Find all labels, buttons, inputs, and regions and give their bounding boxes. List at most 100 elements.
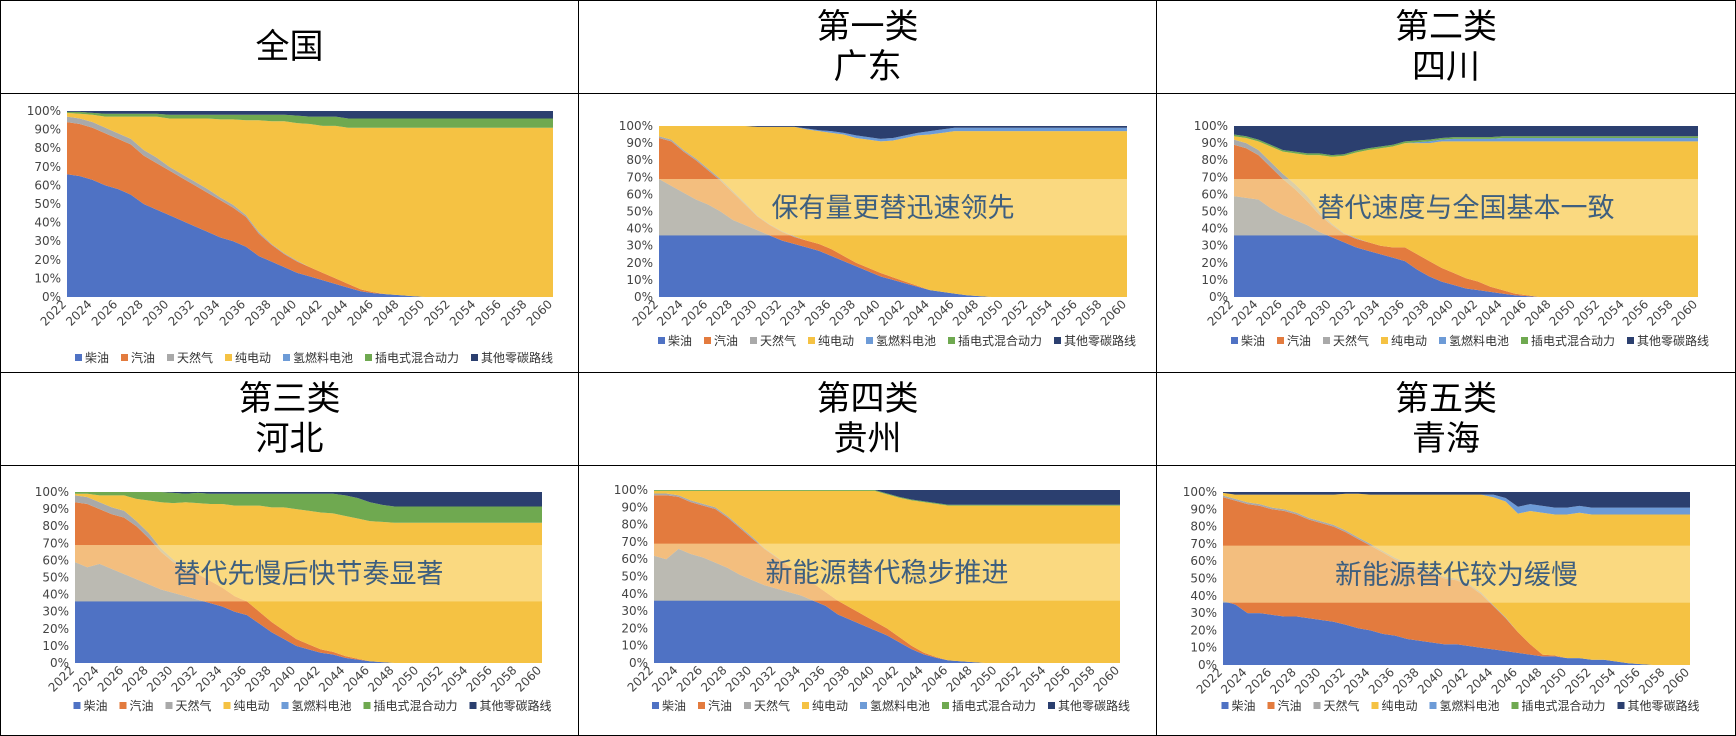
x-tick-label: 2024 xyxy=(1229,297,1260,328)
y-tick-label: 0% xyxy=(634,290,653,304)
y-tick-label: 50% xyxy=(1190,572,1217,586)
legend-label: 柴油 xyxy=(662,699,686,713)
legend-swatch xyxy=(365,354,372,361)
area-插电式混合动力 xyxy=(75,492,542,523)
x-tick-label: 2028 xyxy=(704,297,735,328)
legend-swatch xyxy=(808,337,815,344)
x-tick-label: 2054 xyxy=(439,663,470,694)
legend-swatch xyxy=(225,354,232,361)
legend-swatch xyxy=(942,702,949,709)
legend-label: 氢燃料电池 xyxy=(293,350,353,365)
legend-item: 氢燃料电池 xyxy=(866,333,936,348)
legend-item: 纯电动 xyxy=(1381,334,1427,348)
y-tick-label: 30% xyxy=(626,239,653,253)
x-tick-label: 2052 xyxy=(999,297,1030,328)
x-tick-label: 2036 xyxy=(1366,665,1397,696)
y-tick-label: 90% xyxy=(1190,502,1217,516)
x-tick-label: 2060 xyxy=(513,663,544,694)
legend-label: 纯电动 xyxy=(812,699,848,713)
x-tick-label: 2026 xyxy=(89,297,120,328)
legend-label: 汽油 xyxy=(714,333,738,348)
legend-swatch xyxy=(1429,702,1437,709)
x-tick-label: 2056 xyxy=(1048,297,1079,328)
header-1-line-1: 广东 xyxy=(833,47,902,87)
x-tick-label: 2030 xyxy=(140,297,171,328)
x-tick-label: 2032 xyxy=(169,663,200,694)
area-柴油 xyxy=(67,174,553,297)
y-tick-label: 50% xyxy=(626,205,653,219)
x-tick-label: 2034 xyxy=(191,297,222,328)
x-tick-label: 2050 xyxy=(396,297,427,328)
y-tick-label: 40% xyxy=(42,588,69,602)
annotation-band xyxy=(1234,179,1698,236)
x-tick-label: 2038 xyxy=(1400,297,1431,328)
y-tick-label: 60% xyxy=(42,553,69,567)
x-tick-label: 2024 xyxy=(70,663,101,694)
chart-svg-2: 0% 10% 20% 30% 40% 50% 60% 70% 80% 90% 100% 替代速度与全国… xyxy=(1194,119,1709,348)
legend-item: 纯电动 xyxy=(802,699,848,713)
x-tick-label: 2032 xyxy=(1317,665,1348,696)
legend-item: 天然气 xyxy=(165,698,212,713)
x-tick-label: 2058 xyxy=(498,297,529,328)
header-3: 第三类 河北 xyxy=(0,372,579,466)
chart-panel-1: 0% 10% 20% 30% 40% 50% 60% 70% 80% 90% 100% 保有量更替迅速… xyxy=(578,93,1157,373)
legend-label: 天然气 xyxy=(177,350,213,365)
x-tick-label: 2040 xyxy=(845,663,876,694)
header-2-line-1: 四川 xyxy=(1412,47,1480,87)
y-tick-label: 50% xyxy=(621,570,648,584)
legend-label: 其他零碳路线 xyxy=(480,698,552,713)
legend-swatch xyxy=(860,702,867,709)
legend-swatch xyxy=(165,702,173,709)
x-tick-label: 2060 xyxy=(1091,663,1122,694)
x-tick-label: 2034 xyxy=(1341,665,1372,696)
annotation-text: 新能源替代稳步推进 xyxy=(766,558,1009,589)
annotation-band xyxy=(75,545,542,602)
x-tick-label: 2032 xyxy=(747,663,778,694)
header-3-line-1: 河北 xyxy=(255,419,324,459)
x-tick-label: 2056 xyxy=(472,297,503,328)
x-tick-label: 2040 xyxy=(851,297,882,328)
y-tick-label: 50% xyxy=(34,197,61,211)
legend-item: 天然气 xyxy=(750,333,796,348)
legend-label: 氢燃料电池 xyxy=(876,333,936,348)
x-tick-label: 2042 xyxy=(1439,665,1470,696)
y-tick-label: 70% xyxy=(621,535,648,549)
y-tick-label: 90% xyxy=(1201,136,1228,150)
x-tick-label: 2060 xyxy=(1098,297,1129,328)
x-tick-label: 2048 xyxy=(365,663,396,694)
legend-swatch xyxy=(1221,702,1229,709)
x-tick-label: 2024 xyxy=(63,297,94,328)
x-tick-label: 2048 xyxy=(1513,665,1544,696)
x-tick-label: 2036 xyxy=(1376,297,1407,328)
legend-item: 插电式混合动力 xyxy=(363,698,458,713)
x-tick-label: 2046 xyxy=(925,297,956,328)
y-tick-label: 40% xyxy=(34,216,61,230)
y-tick-label: 30% xyxy=(34,234,61,248)
y-tick-label: 80% xyxy=(42,519,69,533)
legend-swatch xyxy=(1231,337,1238,344)
legend-label: 柴油 xyxy=(1232,699,1256,713)
legend-item: 其他零碳路线 xyxy=(1054,333,1136,348)
x-tick-label: 2058 xyxy=(1066,663,1097,694)
legend-label: 纯电动 xyxy=(1391,334,1427,348)
annotation-text: 新能源替代较为缓慢 xyxy=(1335,560,1578,591)
legend-swatch xyxy=(1048,702,1055,709)
y-tick-label: 20% xyxy=(34,253,61,267)
y-tick-label: 20% xyxy=(621,621,648,635)
y-tick-label: 100% xyxy=(614,483,648,497)
y-tick-label: 60% xyxy=(1190,554,1217,568)
area-柴油 xyxy=(659,179,1127,297)
x-tick-label: 2032 xyxy=(753,297,784,328)
x-tick-label: 2048 xyxy=(950,297,981,328)
annotation-band xyxy=(659,179,1127,236)
y-tick-label: 10% xyxy=(626,273,653,287)
legend-label: 其他零碳路线 xyxy=(1064,333,1136,348)
y-tick-label: 20% xyxy=(1190,623,1217,637)
x-tick-label: 2038 xyxy=(242,663,273,694)
header-4-line-1: 贵州 xyxy=(833,419,902,459)
x-tick-label: 2058 xyxy=(1073,297,1104,328)
x-tick-label: 2050 xyxy=(1538,665,1569,696)
legend-swatch xyxy=(363,702,371,709)
header-4: 第四类 贵州 xyxy=(578,372,1157,466)
